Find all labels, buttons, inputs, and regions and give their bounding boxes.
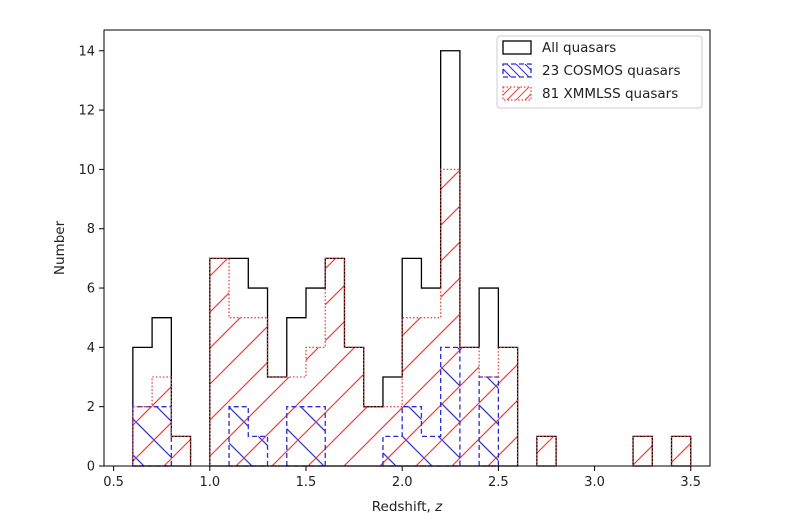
histogram-bar [325, 258, 344, 466]
histogram-bar [344, 347, 363, 466]
y-tick-label: 0 [87, 460, 95, 475]
x-tick-label: 3.5 [680, 475, 701, 490]
legend-entry: All quasars [502, 40, 616, 56]
x-tick-label: 0.5 [103, 475, 124, 490]
histogram-bar [287, 318, 306, 466]
legend-entry: 23 COSMOS quasars [502, 63, 681, 79]
y-axis: 0 2 4 6 8 10 12 14 [78, 44, 104, 475]
histogram-bar [498, 347, 517, 466]
series-outline [132, 168, 692, 467]
legend-frame [496, 35, 703, 109]
histogram-bar [306, 288, 325, 466]
legend-swatch [502, 86, 532, 101]
histogram-bar [344, 347, 363, 466]
series-2 [132, 168, 692, 467]
histogram-bar [248, 288, 267, 466]
histogram-bar [672, 436, 691, 466]
y-tick-label: 12 [78, 104, 95, 119]
histogram-bar [268, 377, 287, 466]
series-outline [132, 346, 500, 467]
histogram-bar [210, 258, 229, 466]
histogram-bar [402, 407, 421, 466]
y-tick-label: 14 [78, 44, 95, 59]
legend-swatch [502, 40, 532, 55]
legend-label: 23 COSMOS quasars [542, 63, 681, 79]
plot-frame [103, 29, 711, 467]
x-tick-label: 1.0 [199, 475, 220, 490]
x-tick-label: 2.0 [392, 475, 413, 490]
legend-label: All quasars [542, 40, 616, 56]
x-tick-label: 2.5 [488, 475, 509, 490]
x-tick-label: 3.0 [584, 475, 605, 490]
histogram-bar [325, 258, 344, 466]
legend: All quasars 23 COSMOS quasars 81 XMMLSS qu… [496, 35, 703, 109]
legend-label: 81 XMMLSS quasars [542, 86, 678, 102]
histogram-bar [287, 407, 306, 466]
x-tick-label: 1.5 [296, 475, 317, 490]
histogram-bar [383, 436, 402, 466]
y-axis-title: Number [52, 220, 68, 275]
x-axis-title: Redshift, z [372, 499, 443, 515]
histogram-bar [171, 436, 190, 466]
y-tick-label: 2 [87, 400, 95, 415]
histogram-bar [537, 436, 556, 466]
histogram-bar [152, 407, 171, 466]
y-tick-label: 6 [87, 282, 95, 297]
outline-layer [132, 50, 692, 467]
y-tick-label: 8 [87, 222, 95, 237]
histogram-bar [421, 288, 440, 466]
y-tick-label: 10 [78, 163, 95, 178]
histogram-bar [268, 377, 287, 466]
histogram-bar [537, 436, 556, 466]
y-tick-label: 4 [87, 341, 95, 356]
x-axis: 0.5 1.0 1.5 2.0 2.5 3.0 3.5 [103, 466, 701, 490]
histogram-bar [672, 436, 691, 466]
histogram-bar [171, 436, 190, 466]
legend-entry: 81 XMMLSS quasars [502, 86, 678, 102]
legend-swatch [502, 63, 532, 78]
histogram-bar [498, 347, 517, 466]
series-1 [132, 346, 500, 467]
histogram-bar [287, 377, 306, 466]
histogram-bar [210, 258, 229, 466]
histogram-bar [152, 318, 171, 466]
